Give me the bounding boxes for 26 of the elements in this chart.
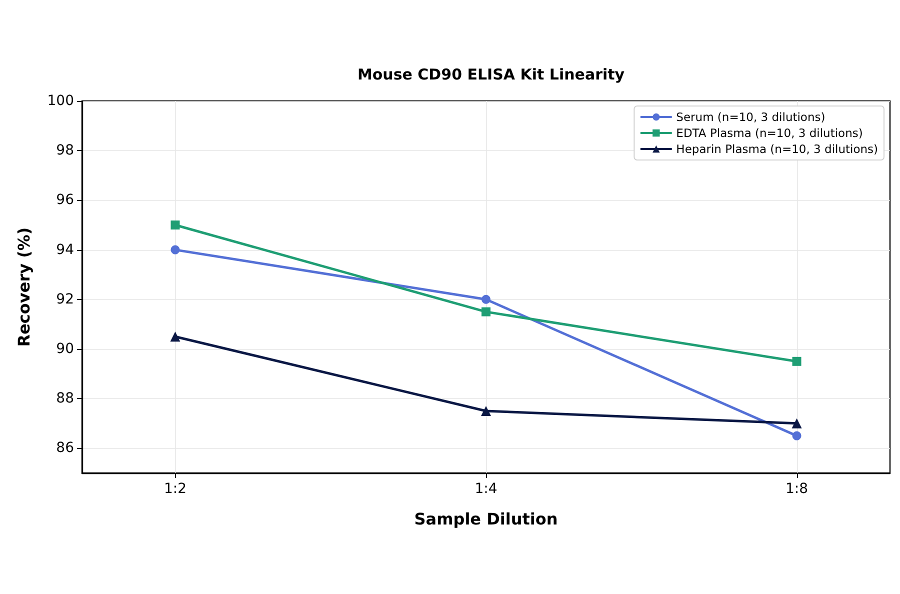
- point: [482, 294, 490, 304]
- y-tick-label: 88: [56, 390, 74, 407]
- x-tick-label: 1:2: [164, 481, 186, 497]
- y-tick-label: 94: [56, 242, 74, 258]
- y-tick-label: 90: [56, 341, 74, 357]
- point: [482, 307, 490, 316]
- point: [170, 245, 180, 254]
- point: [792, 418, 802, 428]
- y-axis-title: Recovery (%): [14, 227, 34, 347]
- point: [792, 356, 802, 366]
- x-axis-title: Sample Dilution: [414, 510, 558, 528]
- x-tick-label: 1:4: [474, 481, 498, 497]
- y-tick-label: 86: [56, 440, 74, 456]
- legend-label: EDTA Plasma (n=10, 3 dilutions): [676, 126, 863, 140]
- x-tick-label: 1:8: [786, 481, 808, 497]
- point: [792, 431, 802, 440]
- y-tick-label: 96: [56, 192, 74, 208]
- chart-title: Mouse CD90 ELISA Kit Linearity: [357, 66, 625, 84]
- y-tick-label: 92: [56, 291, 74, 308]
- legend-label: Serum (n=10, 3 dilutions): [676, 110, 826, 124]
- point: [170, 332, 180, 342]
- point: [170, 220, 180, 230]
- y-tick-label: 100: [47, 93, 74, 109]
- y-tick-label: 98: [56, 142, 74, 159]
- legend-label: Heparin Plasma (n=10, 3 dilutions): [676, 142, 878, 156]
- point: [481, 406, 491, 416]
